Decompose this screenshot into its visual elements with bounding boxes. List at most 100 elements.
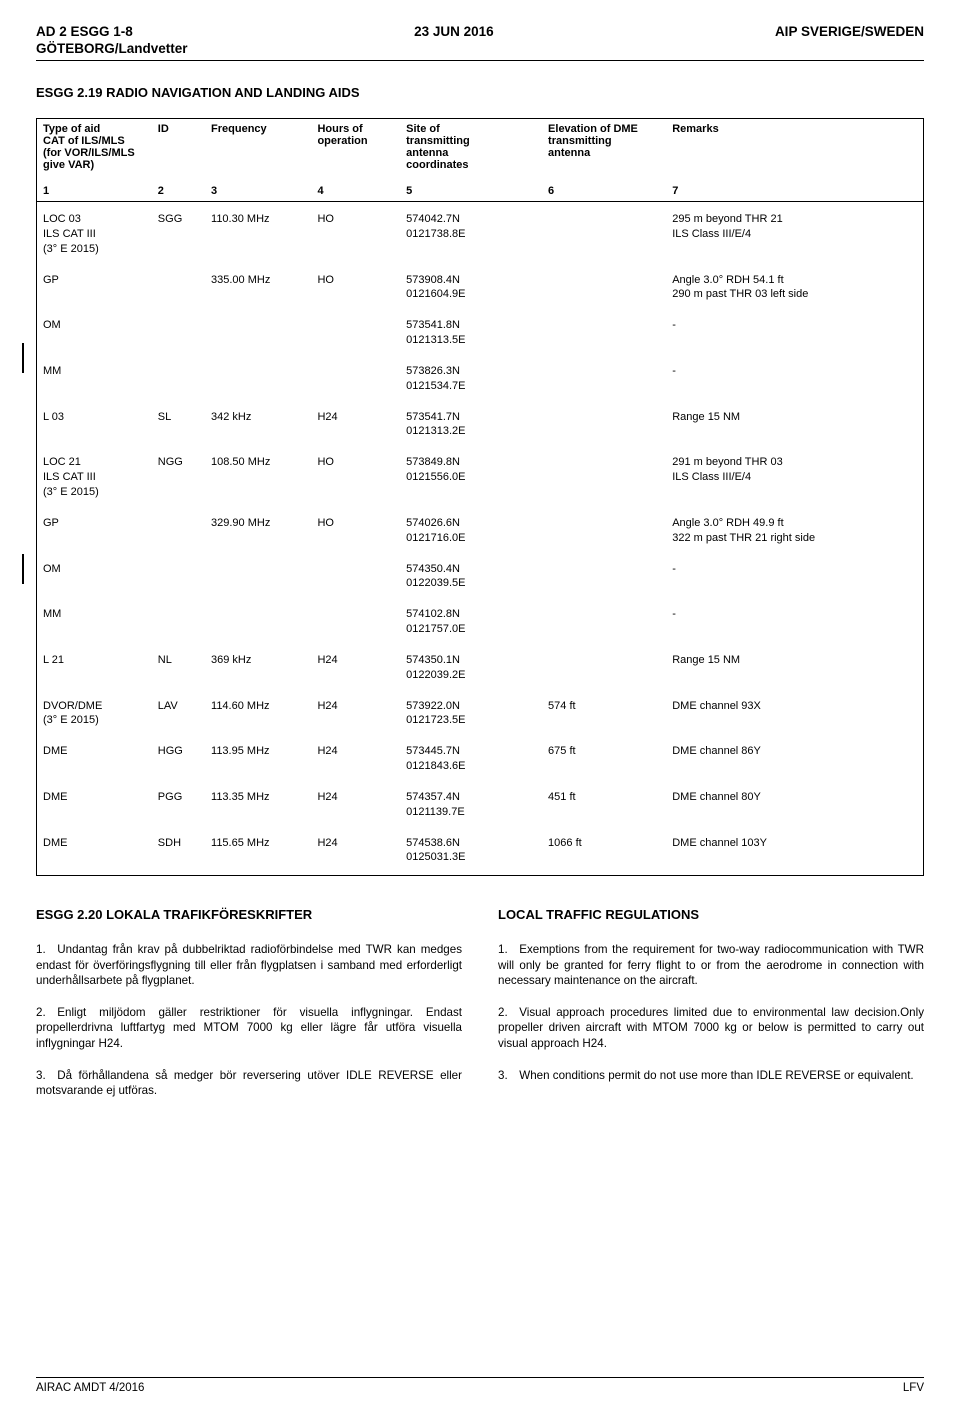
table-cell: H24 [311,740,400,778]
page-header: AD 2 ESGG 1-8 23 JUN 2016 AIP SVERIGE/SW… [36,24,924,39]
table-row: L 21NL369 kHzH24574350.1N0122039.2ERange… [37,649,924,687]
table-cell: 108.50 MHz [205,451,311,504]
table-cell: - [666,603,923,641]
table-col-number: 3 [205,175,311,202]
table-cell: SL [152,406,205,444]
table-cell: OM [37,558,152,596]
table-cell: - [666,558,923,596]
table-body: LOC 03ILS CAT III(3° E 2015)SGG110.30 MH… [37,202,924,876]
table-cell: HO [311,451,400,504]
table-cell: 291 m beyond THR 03ILS Class III/E/4 [666,451,923,504]
table-cell [311,603,400,641]
table-cell [311,314,400,352]
table-cell [152,603,205,641]
table-row: DMESDH115.65 MHzH24574538.6N0125031.3E10… [37,832,924,876]
regs-paragraph: 1. Exemptions from the requirement for t… [498,942,924,989]
table-cell: 113.95 MHz [205,740,311,778]
footer-left: AIRAC AMDT 4/2016 [36,1382,144,1394]
header-left-top: AD 2 ESGG 1-8 [36,24,133,39]
table-cell: LOC 03ILS CAT III(3° E 2015) [37,202,152,261]
table-row: LOC 21ILS CAT III(3° E 2015)NGG108.50 MH… [37,451,924,504]
table-cell: 335.00 MHz [205,269,311,307]
table-cell [311,360,400,398]
table-row: DMEPGG113.35 MHzH24574357.4N0121139.7E45… [37,786,924,824]
table-cell: 573826.3N0121534.7E [400,360,542,398]
table-cell [542,360,666,398]
table-cell [542,406,666,444]
regs-right-title: LOCAL TRAFFIC REGULATIONS [498,906,924,924]
table-header-labels: Type of aidCAT of ILS/MLS(for VOR/ILS/ML… [37,119,924,176]
table-cell: H24 [311,406,400,444]
table-row: GP329.90 MHzHO574026.6N0121716.0EAngle 3… [37,512,924,550]
table-cell [542,558,666,596]
table-cell: 574 ft [542,695,666,733]
table-cell [542,269,666,307]
table-cell: MM [37,360,152,398]
table-cell: Range 15 NM [666,649,923,687]
table-cell: HO [311,269,400,307]
table-cell: 573445.7N0121843.6E [400,740,542,778]
table-cell: 113.35 MHz [205,786,311,824]
table-cell: L 03 [37,406,152,444]
table-cell: OM [37,314,152,352]
table-cell: 573541.7N0121313.2E [400,406,542,444]
table-cell [152,558,205,596]
table-cell: 573908.4N0121604.9E [400,269,542,307]
table-cell: 675 ft [542,740,666,778]
table-cell: 574350.4N0122039.5E [400,558,542,596]
table-cell: 329.90 MHz [205,512,311,550]
table-cell: HO [311,512,400,550]
table-cell: L 21 [37,649,152,687]
table-cell: 574538.6N0125031.3E [400,832,542,876]
regs-paragraph: 2. Enligt miljödom gäller restriktioner … [36,1005,462,1052]
table-cell [542,451,666,504]
header-center: 23 JUN 2016 [414,24,494,39]
table-cell [542,202,666,261]
table-cell: 1066 ft [542,832,666,876]
table-cell [205,603,311,641]
table-cell: LOC 21ILS CAT III(3° E 2015) [37,451,152,504]
table-cell [542,314,666,352]
regs-right-column: LOCAL TRAFFIC REGULATIONS 1. Exemptions … [498,906,924,1115]
table-cell: DME [37,786,152,824]
traffic-regulations: ESGG 2.20 LOKALA TRAFIKFÖRESKRIFTER 1. U… [36,906,924,1115]
section-title: ESGG 2.19 RADIO NAVIGATION AND LANDING A… [36,85,924,100]
regs-paragraph: 1. Undantag från krav på dubbelriktad ra… [36,942,462,989]
table-cell [205,360,311,398]
table-cell: DME [37,832,152,876]
table-row: LOC 03ILS CAT III(3° E 2015)SGG110.30 MH… [37,202,924,261]
table-cell: Range 15 NM [666,406,923,444]
table-col-header: Type of aidCAT of ILS/MLS(for VOR/ILS/ML… [37,119,152,176]
table-cell: 342 kHz [205,406,311,444]
table-cell: 369 kHz [205,649,311,687]
table-col-number: 6 [542,175,666,202]
table-col-number: 7 [666,175,923,202]
table-cell: 295 m beyond THR 21ILS Class III/E/4 [666,202,923,261]
change-bar [22,343,24,373]
change-bar [22,554,24,584]
table-row: MM573826.3N0121534.7E- [37,360,924,398]
table-cell [152,512,205,550]
table-cell: DME channel 80Y [666,786,923,824]
table-col-number: 1 [37,175,152,202]
footer-right: LFV [903,1382,924,1394]
table-cell: H24 [311,786,400,824]
table-col-number: 2 [152,175,205,202]
table-col-number: 5 [400,175,542,202]
table-row: DMEHGG113.95 MHzH24573445.7N0121843.6E67… [37,740,924,778]
table-cell [152,314,205,352]
table-col-header: Site oftransmittingantennacoordinates [400,119,542,176]
table-cell: SGG [152,202,205,261]
table-row: MM574102.8N0121757.0E- [37,603,924,641]
table-cell: 574357.4N0121139.7E [400,786,542,824]
table-cell: GP [37,512,152,550]
table-cell: 114.60 MHz [205,695,311,733]
table-cell: Angle 3.0° RDH 49.9 ft322 m past THR 21 … [666,512,923,550]
table-cell [205,558,311,596]
table-cell [542,512,666,550]
table-cell: 110.30 MHz [205,202,311,261]
table-cell: 115.65 MHz [205,832,311,876]
header-left-sub: GÖTEBORG/Landvetter [36,41,924,61]
table-cell: DVOR/DME(3° E 2015) [37,695,152,733]
table-cell: GP [37,269,152,307]
